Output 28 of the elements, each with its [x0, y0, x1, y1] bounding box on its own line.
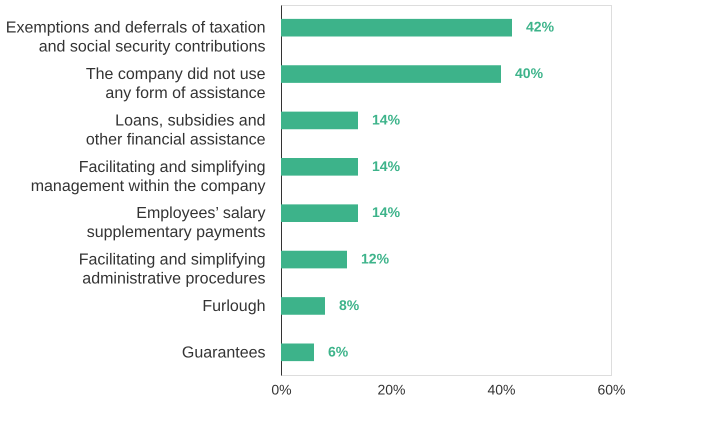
y-tick-label: Employees’ salary supplementary payments — [86, 205, 266, 242]
x-tick-label: 60% — [597, 382, 626, 398]
data-label: 42% — [526, 18, 555, 35]
bar — [281, 204, 358, 222]
bar — [281, 65, 501, 83]
x-tick-label: 20% — [377, 382, 406, 398]
data-label: 12% — [361, 250, 390, 267]
data-label: 8% — [339, 296, 360, 313]
bar — [281, 343, 314, 362]
bar — [281, 158, 358, 176]
data-label: 14% — [372, 111, 401, 128]
x-tick-label: 0% — [271, 382, 292, 398]
y-tick-label: Facilitating and simplifying management within the company — [30, 158, 266, 195]
data-label: 14% — [372, 158, 401, 174]
bar — [281, 250, 347, 268]
y-tick-label: The company did not use any form of assistance — [86, 66, 266, 102]
y-tick-label: Facilitating and simplifying administrative procedures — [78, 252, 266, 288]
data-label: 6% — [328, 343, 349, 360]
y-tick-label: Loans, subsidies and other financial assistance — [86, 112, 266, 148]
data-label: 14% — [372, 204, 401, 220]
x-tick-label: 40% — [487, 382, 516, 398]
y-tick-label: Guarantees — [182, 344, 266, 362]
data-label: 40% — [515, 65, 544, 82]
bar — [281, 297, 325, 315]
bar — [281, 18, 512, 37]
bar — [281, 112, 358, 130]
y-tick-label: Exemptions and deferrals of taxation and social security contributions — [6, 20, 266, 56]
y-tick-label: Furlough — [202, 298, 266, 315]
